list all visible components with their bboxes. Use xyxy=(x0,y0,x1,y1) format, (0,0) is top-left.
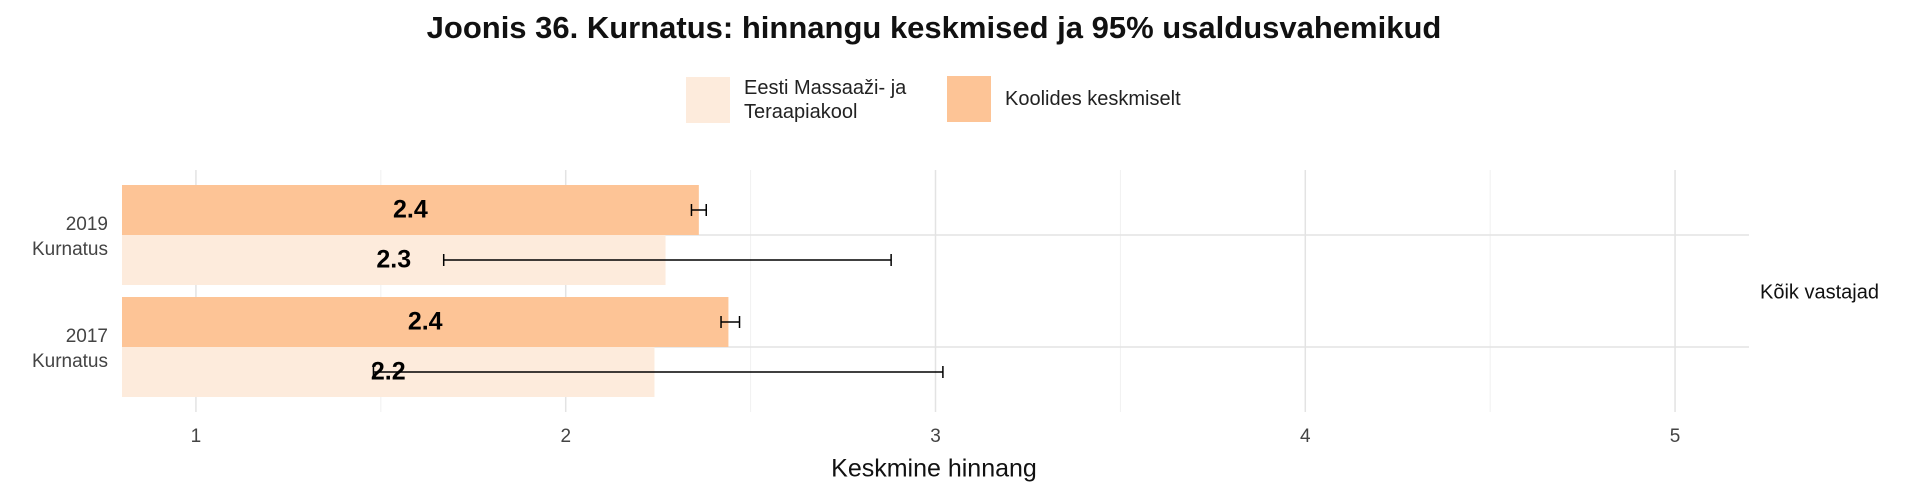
legend-item: Eesti Massaaži- ja Teraapiakool xyxy=(686,76,944,124)
x-axis-title: Keskmine hinnang xyxy=(831,455,1037,483)
legend-swatch xyxy=(686,77,730,123)
value-label: 2.3 xyxy=(376,246,411,274)
y-tick-label: Kurnatus xyxy=(32,351,108,372)
legend-label: Eesti Massaaži- ja Teraapiakool xyxy=(744,77,907,123)
y-tick-label: Kurnatus xyxy=(32,239,108,260)
facet-label: Kõik vastajad xyxy=(1760,281,1879,303)
legend-label: Koolides keskmiselt xyxy=(1005,88,1181,110)
legend-swatch xyxy=(947,76,991,122)
bar xyxy=(122,185,699,235)
value-label: 2.4 xyxy=(408,308,443,336)
chart-title: Joonis 36. Kurnatus: hinnangu keskmised … xyxy=(427,10,1442,45)
x-tick-label: 5 xyxy=(1670,426,1681,447)
x-tick-label: 4 xyxy=(1300,426,1311,447)
value-label: 2.2 xyxy=(371,358,406,386)
bar xyxy=(122,297,729,347)
x-tick-label: 3 xyxy=(930,426,941,447)
legend-item: Koolides keskmiselt xyxy=(947,76,1181,122)
y-tick-label: 2019 xyxy=(66,214,108,235)
x-tick-label: 2 xyxy=(560,426,571,447)
value-label: 2.4 xyxy=(393,196,428,224)
y-tick-label: 2017 xyxy=(66,326,108,347)
x-tick-label: 1 xyxy=(191,426,202,447)
